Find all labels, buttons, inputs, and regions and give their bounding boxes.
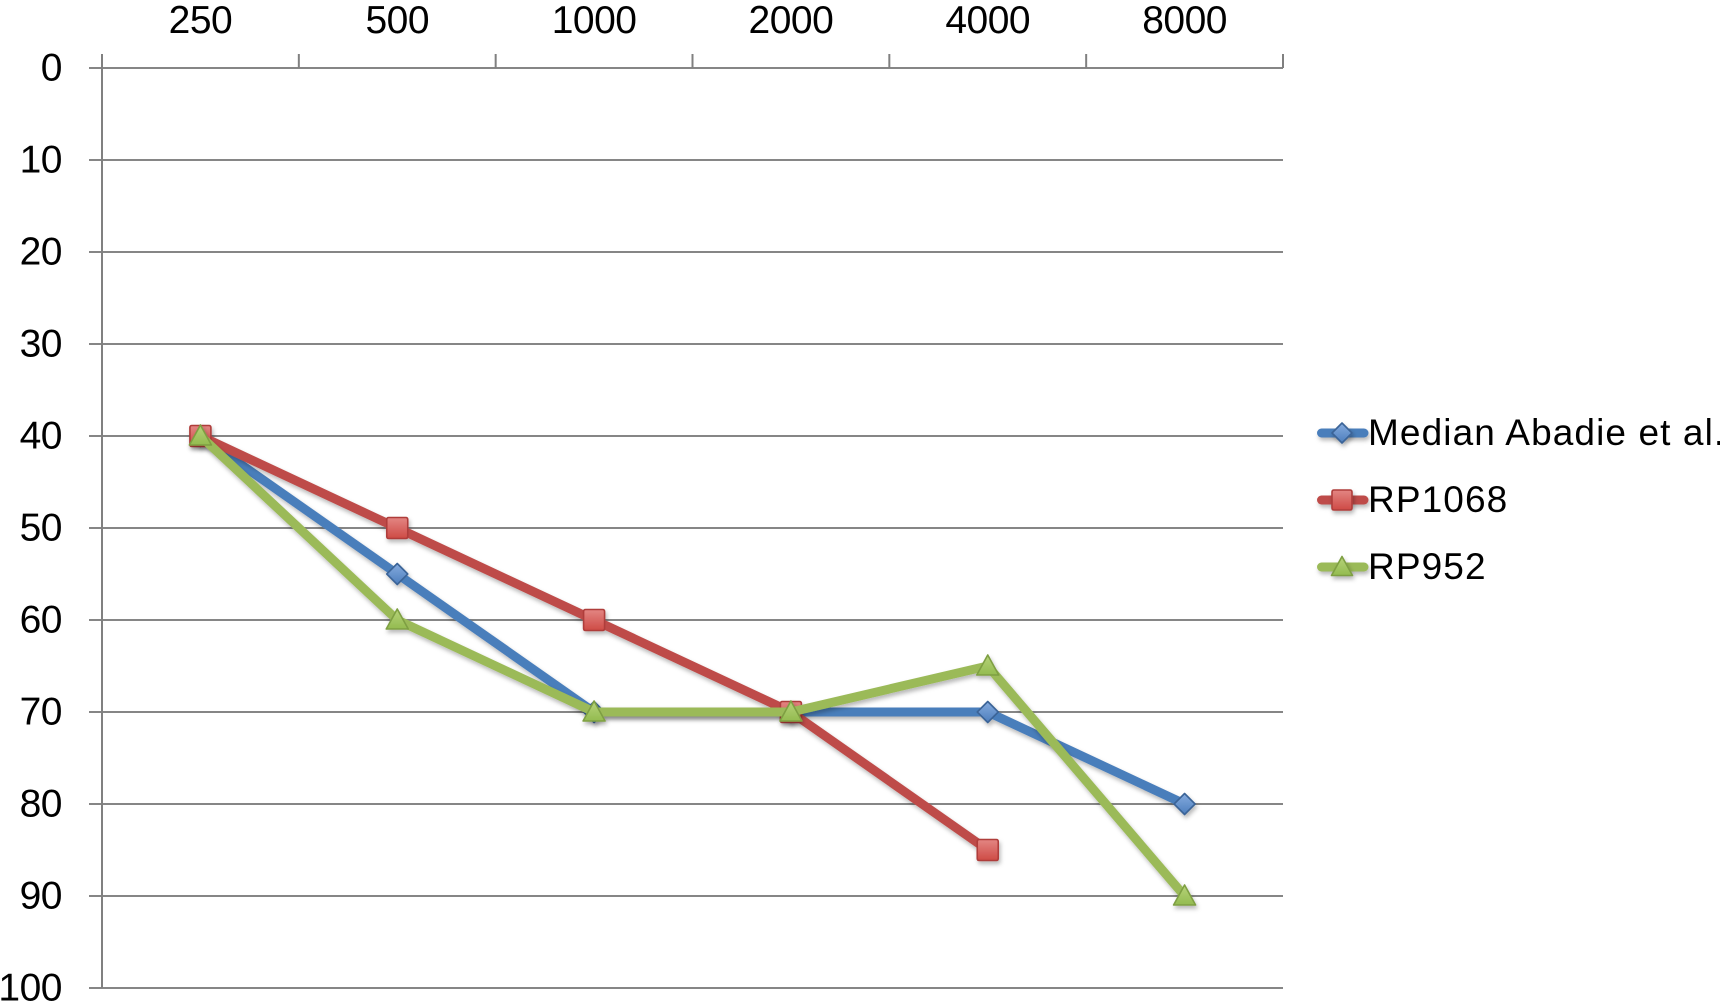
square-marker [385, 516, 409, 540]
triangle-marker [385, 608, 410, 630]
triangle-marker [779, 700, 803, 722]
legend-item-rp952: RP952 [1317, 543, 1487, 591]
diamond-marker [385, 562, 409, 586]
series-rp1068 [189, 424, 1000, 862]
legend-item-median-abadie: Median Abadie et al. [1317, 409, 1720, 457]
x-tick-label: 2000 [749, 0, 834, 42]
legend-label-rp952: RP952 [1368, 546, 1487, 587]
triangle-marker [188, 424, 213, 446]
y-tick-label: 80 [20, 783, 62, 826]
diamond-marker [1173, 792, 1196, 816]
diamond-marker [976, 700, 1000, 724]
x-tick-label: 8000 [1142, 0, 1227, 42]
series-line [195, 431, 993, 855]
triangle-marker [1172, 884, 1197, 906]
y-tick-label: 40 [20, 415, 62, 458]
series-line [195, 431, 1190, 901]
legend-swatch-median-abadie [1317, 422, 1369, 444]
gridlines [89, 67, 1283, 989]
y-tick-label: 20 [20, 231, 62, 274]
y-tick-label: 70 [20, 691, 62, 734]
axes [101, 54, 1284, 988]
y-tick-label: 10 [20, 139, 62, 182]
diamond-marker [1331, 422, 1353, 444]
triangle-marker [582, 700, 606, 722]
y-tick-label: 0 [41, 47, 62, 90]
y-tick-label: 100 [0, 967, 62, 1008]
legend-swatch-rp1068 [1317, 489, 1369, 511]
axis-labels: 250 500 1000 2000 4000 8000 0 10 20 30 40 50 60 70 80 9… [0, 0, 1227, 1008]
y-tick-label: 60 [20, 599, 62, 642]
square-marker [582, 608, 606, 632]
x-tick-label: 250 [169, 0, 233, 42]
y-tick-label: 50 [20, 507, 62, 550]
legend-label-median-abadie: Median Abadie et al. [1368, 412, 1720, 453]
legend-swatch-rp952 [1317, 555, 1369, 577]
triangle-marker [1330, 555, 1354, 577]
triangle-marker [975, 654, 1000, 676]
x-tick-label: 1000 [552, 0, 637, 42]
series-rp952 [188, 424, 1197, 906]
x-tick-label: 500 [365, 0, 429, 42]
square-marker [976, 838, 1000, 862]
y-tick-label: 30 [20, 323, 62, 366]
legend-label-rp1068: RP1068 [1368, 479, 1509, 520]
y-tick-label: 90 [20, 875, 62, 918]
legend-item-rp1068: RP1068 [1317, 476, 1508, 524]
x-tick-label: 4000 [945, 0, 1030, 42]
square-marker [1331, 489, 1353, 511]
